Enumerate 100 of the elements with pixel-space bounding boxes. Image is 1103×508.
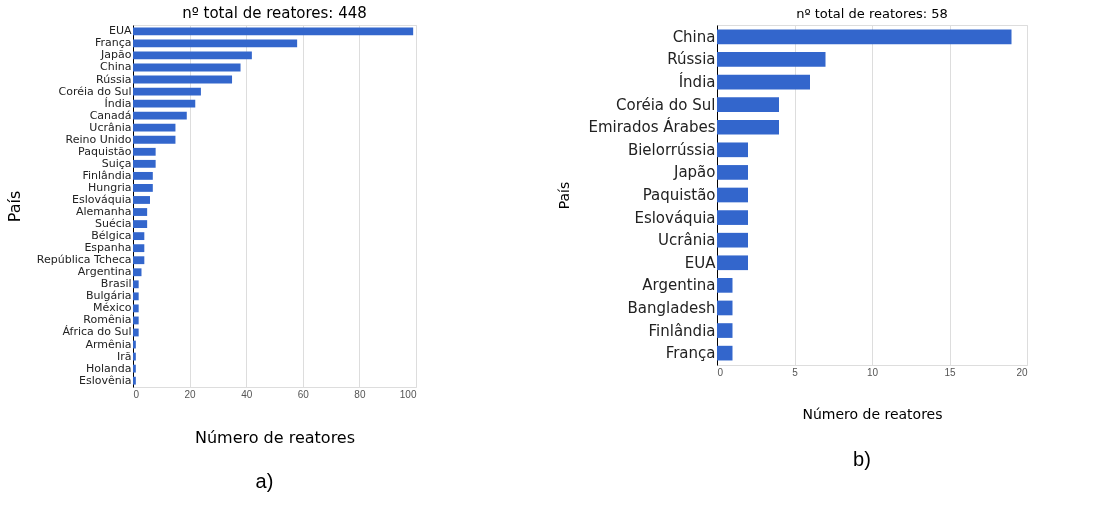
y-tick-label: Canadá	[89, 108, 132, 122]
bar	[133, 352, 136, 361]
x-tick-label: 20	[184, 388, 197, 400]
x-axis-title: Número de reatores	[802, 405, 943, 422]
y-tick-label: EUA	[684, 253, 717, 272]
bar	[717, 29, 1012, 45]
bar	[133, 196, 150, 204]
y-tick-label: Emirados Árabes	[588, 117, 716, 137]
bar	[133, 256, 145, 265]
y-tick-label: Rússia	[96, 72, 132, 86]
x-tick-label: 0	[133, 388, 140, 400]
y-tick-label: Espanha	[84, 241, 132, 255]
chart-title: nº total de reatores: 448	[182, 3, 367, 22]
bar	[133, 63, 241, 72]
x-tick-label: 60	[297, 388, 310, 400]
bar	[717, 187, 748, 203]
bar	[717, 74, 810, 90]
bar	[133, 111, 187, 120]
y-tick-label: Armênia	[85, 337, 132, 351]
bar	[717, 232, 748, 248]
bar	[133, 376, 136, 385]
y-tick-label: Ucrânia	[89, 120, 132, 134]
bar	[717, 210, 748, 225]
y-tick-label: Bulgária	[85, 289, 132, 303]
y-tick-label: Irã	[116, 349, 132, 363]
y-axis-title: País	[4, 190, 24, 223]
y-tick-label: Japão	[100, 48, 132, 62]
y-tick-label: Hungria	[87, 180, 132, 194]
y-tick-label: Argentina	[77, 265, 132, 279]
y-tick-label: Finlândia	[648, 321, 716, 340]
bar	[133, 340, 136, 349]
y-tick-label: Ucrânia	[658, 231, 716, 250]
bar	[133, 27, 414, 36]
bar	[133, 123, 176, 132]
bar	[717, 345, 733, 361]
y-tick-label: Eslováquia	[72, 192, 132, 206]
y-tick-label: Coréia do Sul	[58, 84, 132, 98]
y-tick-label: Paquistão	[78, 144, 132, 158]
y-tick-label: EUA	[108, 24, 132, 38]
x-tick-label: 15	[944, 366, 956, 378]
y-tick-label: Reino Unido	[65, 132, 132, 146]
bar	[133, 316, 139, 325]
y-axis-title: País	[556, 181, 573, 210]
y-tick-label: França	[665, 344, 716, 363]
bar	[133, 280, 139, 289]
x-axis-title: Número de reatores	[194, 427, 356, 447]
y-tick-label: Rússia	[667, 50, 716, 69]
bar	[133, 208, 148, 216]
text: b)	[853, 448, 871, 470]
bar	[133, 232, 145, 241]
x-tick-label: 40	[241, 388, 253, 400]
bar	[717, 52, 826, 67]
bar	[133, 364, 136, 373]
y-tick-label: Japão	[672, 163, 716, 182]
y-tick-label: México	[93, 301, 132, 315]
bar	[717, 165, 748, 180]
y-tick-label: Suécia	[94, 217, 132, 231]
x-tick-label: 10	[866, 366, 879, 378]
y-tick-label: África do Sul	[62, 325, 132, 339]
y-tick-label: França	[94, 36, 132, 50]
y-tick-label: Alemanha	[76, 205, 132, 219]
bar	[133, 171, 153, 180]
bar	[717, 255, 748, 271]
bar	[133, 328, 139, 337]
y-tick-label: Holanda	[86, 361, 132, 375]
bar	[133, 147, 156, 156]
y-tick-label: Finlândia	[82, 168, 132, 182]
chart-title: nº total de reatores: 58	[796, 6, 948, 21]
y-tick-label: Índia	[678, 72, 716, 92]
bar	[717, 142, 748, 158]
y-tick-label: Bélgica	[91, 229, 132, 243]
text: a)	[255, 470, 274, 492]
bar	[717, 119, 779, 135]
y-tick-label: República Tcheca	[36, 253, 132, 267]
bar	[133, 159, 156, 168]
y-tick-label: Bangladesh	[627, 298, 716, 317]
x-tick-label: 100	[399, 388, 417, 400]
y-tick-label: Eslováquia	[634, 208, 716, 227]
x-tick-label: 5	[792, 366, 799, 378]
y-tick-label: Eslovênia	[78, 373, 132, 387]
bar	[133, 220, 148, 228]
x-tick-label: 80	[354, 388, 366, 400]
bar	[717, 323, 733, 338]
y-tick-label: Brasil	[100, 277, 132, 291]
x-tick-label: 20	[1016, 366, 1028, 378]
bar	[133, 268, 142, 277]
y-tick-label: Bielorrússia	[627, 140, 716, 159]
x-tick-label: 0	[717, 366, 724, 378]
bar	[133, 99, 196, 108]
bar	[717, 300, 733, 316]
y-tick-label: China	[672, 27, 716, 46]
y-tick-label: Índia	[104, 96, 132, 110]
bar	[133, 292, 139, 301]
y-tick-label: China	[100, 60, 132, 74]
bar	[133, 304, 139, 313]
y-tick-label: Paquistão	[642, 186, 716, 204]
bar	[133, 135, 176, 144]
y-tick-label: Romênia	[83, 313, 132, 327]
y-tick-label: Coréia do Sul	[615, 95, 716, 114]
bar	[133, 39, 298, 48]
